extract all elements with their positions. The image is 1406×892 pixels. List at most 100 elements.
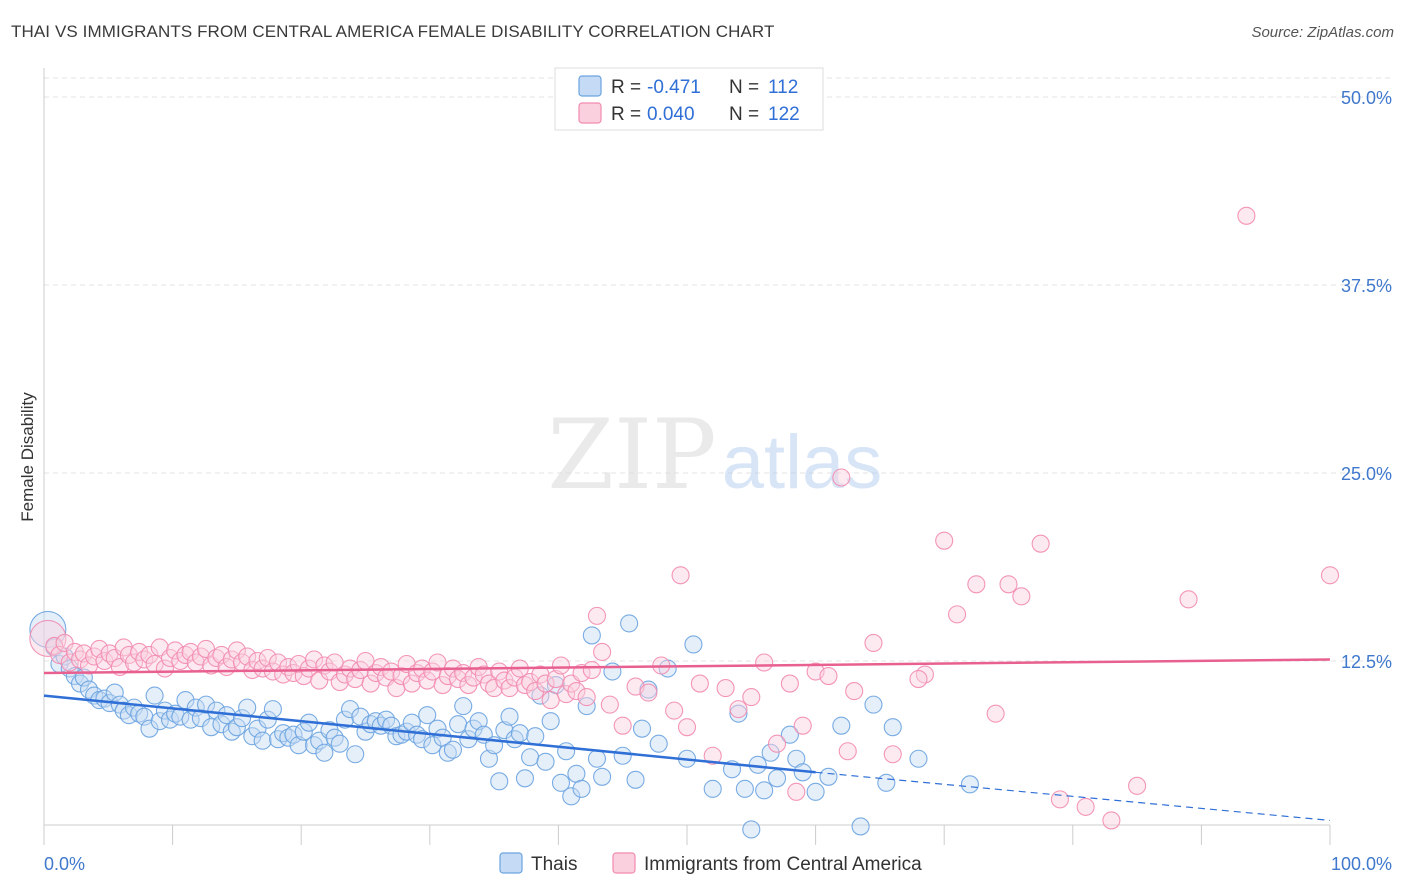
point-central-america <box>909 669 928 689</box>
point-thais <box>238 698 257 717</box>
point-thais <box>330 734 349 753</box>
point-central-america <box>449 669 468 689</box>
point-central-america <box>50 645 69 665</box>
point-central-america <box>521 673 540 692</box>
point-thais <box>346 745 365 764</box>
point-thais <box>551 773 571 792</box>
y-tick-label: 25.0% <box>1341 464 1392 484</box>
point-central-america <box>577 688 596 707</box>
point-central-america <box>433 676 452 695</box>
point-thais <box>490 772 509 791</box>
x-tick-labels: 0.0% 100.0% <box>44 854 1392 874</box>
point-central-america <box>1179 590 1198 609</box>
point-central-america <box>305 650 324 669</box>
point-thais <box>202 718 221 737</box>
point-central-america <box>716 679 735 698</box>
point-central-america <box>253 659 272 678</box>
point-central-america <box>967 575 986 594</box>
point-central-america <box>428 653 447 672</box>
point-central-america <box>60 653 79 672</box>
point-thais <box>819 767 838 786</box>
point-central-america <box>780 674 799 693</box>
point-thais <box>263 700 282 719</box>
point-thais <box>289 736 308 755</box>
stats-r-label-thais: R = <box>611 77 641 98</box>
point-thais <box>557 742 576 761</box>
point-central-america <box>515 676 535 695</box>
y-tick-labels: 12.5% 25.0% 37.5% 50.0% <box>1341 88 1392 672</box>
point-thais <box>562 787 581 806</box>
point-central-america <box>1237 206 1256 225</box>
point-thais <box>279 728 298 747</box>
point-thais <box>469 712 488 731</box>
axes <box>43 68 1331 845</box>
point-thais <box>851 817 870 836</box>
point-central-america <box>382 662 401 681</box>
point-central-america <box>587 606 607 625</box>
point-thais <box>515 769 535 788</box>
point-thais <box>479 749 499 768</box>
point-central-america <box>832 468 851 487</box>
point-thais <box>449 715 468 734</box>
trend-line-thais <box>43 694 816 774</box>
point-central-america <box>677 718 697 737</box>
point-central-america <box>500 679 519 698</box>
point-thais <box>248 719 267 738</box>
point-thais <box>877 773 896 792</box>
point-central-america <box>551 656 571 675</box>
point-thais <box>603 662 622 681</box>
point-thais <box>684 635 703 654</box>
legend-label-thais: Thais <box>531 854 577 875</box>
stats-r-value-thais: -0.471 <box>647 77 701 98</box>
point-central-america <box>729 700 748 719</box>
point-central-america <box>181 642 200 662</box>
point-central-america <box>90 639 109 659</box>
point-thais <box>423 736 442 755</box>
point-central-america <box>793 716 812 735</box>
legend-label-central-america: Immigrants from Central America <box>644 854 922 875</box>
point-thais <box>587 749 607 768</box>
point-central-america <box>1012 587 1031 606</box>
point-central-america <box>787 782 806 801</box>
point-central-america <box>600 695 619 714</box>
watermark-atlas: atlas <box>722 420 883 505</box>
point-central-america <box>222 650 241 669</box>
point-thais <box>105 683 124 702</box>
point-central-america <box>227 641 246 660</box>
point-central-america <box>767 734 787 753</box>
point-thais <box>960 775 979 794</box>
watermark: ZIP atlas <box>547 399 882 511</box>
y-axis-label: Female Disability <box>18 392 37 522</box>
point-thais <box>294 722 313 741</box>
point-thais <box>632 719 652 738</box>
point-central-america <box>935 531 954 550</box>
point-central-america <box>665 701 684 720</box>
point-thais <box>284 725 303 744</box>
point-central-america <box>536 674 555 693</box>
point-thais <box>649 734 668 753</box>
stats-r-label-central-america: R = <box>611 104 641 125</box>
point-central-america <box>166 641 185 660</box>
stats-n-label-central-america: N = <box>729 104 759 125</box>
point-thais <box>454 697 473 716</box>
point-thais <box>572 779 591 798</box>
series-thais-points <box>29 610 979 839</box>
point-central-america <box>572 663 591 683</box>
point-thais <box>377 710 396 729</box>
point-thais <box>536 752 555 771</box>
point-thais <box>755 781 774 800</box>
point-central-america <box>1320 566 1340 585</box>
point-thais <box>735 779 754 798</box>
point-central-america <box>171 651 190 671</box>
watermark-zip: ZIP <box>547 399 716 511</box>
point-central-america <box>639 683 658 702</box>
point-thais <box>438 743 457 762</box>
point-central-america <box>105 648 124 668</box>
point-central-america <box>474 665 493 684</box>
point-central-america <box>613 716 632 735</box>
point-thais <box>593 767 612 786</box>
point-central-america <box>567 682 586 701</box>
point-thais <box>767 769 787 788</box>
point-central-america <box>485 679 504 698</box>
